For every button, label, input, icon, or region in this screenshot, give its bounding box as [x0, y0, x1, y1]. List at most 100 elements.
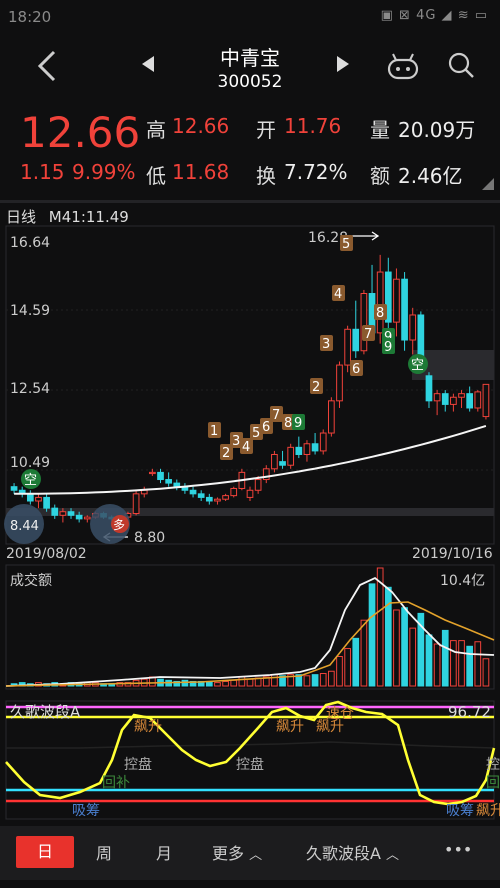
min-price-label: 8.80 [134, 530, 165, 546]
volume-bar [409, 627, 417, 687]
volume-bar [441, 629, 449, 687]
count-marker-text: 9 [384, 330, 392, 345]
max-arrow-head [371, 231, 380, 241]
count-marker-text: 5 [342, 237, 350, 252]
stock-code: 300052 [217, 72, 283, 92]
candle-body [132, 493, 140, 515]
count-marker-bg [282, 414, 295, 430]
candle-body [35, 496, 42, 502]
volume-bar [214, 682, 221, 687]
candle-body [67, 511, 75, 516]
more-options-icon[interactable]: ••• [444, 840, 473, 859]
count-marker-bg [362, 325, 375, 341]
candle-body [360, 293, 368, 352]
candle-body [328, 400, 335, 434]
candle-body [466, 393, 474, 409]
stock-name: 中青宝 [220, 46, 280, 70]
volume-bar [433, 643, 441, 687]
back-icon[interactable] [32, 46, 68, 86]
status-bar: 18:20 ▣ ⊠ 4G ◢ ≋ ▭ [0, 0, 500, 34]
volume-bar [319, 673, 327, 687]
count-marker-text: 1 [210, 424, 218, 439]
volume-bar [295, 674, 303, 687]
count-marker-text: 8 [376, 306, 384, 321]
volume-ma-white [5, 576, 495, 687]
candle-body [376, 271, 384, 334]
robot-assistant-icon[interactable] [386, 52, 420, 82]
volume-bar [393, 609, 400, 687]
volume-bar [450, 640, 457, 687]
status-indicators: ▣ ⊠ 4G ◢ ≋ ▭ [380, 8, 488, 23]
candle-body [205, 496, 213, 502]
count-marker-text: 9 [294, 416, 302, 431]
count-marker-text: 6 [352, 362, 360, 377]
indicator-label: 飙升 [316, 719, 344, 735]
candle-body [393, 278, 400, 323]
candle-body [474, 391, 482, 409]
period-label[interactable]: 日线 [6, 208, 37, 226]
candle-body [59, 511, 67, 516]
candle-body [401, 278, 408, 341]
candle-body [51, 507, 59, 516]
tab-indicator[interactable]: 久歌波段A ︿ [306, 840, 399, 864]
count-marker-bg [208, 422, 221, 438]
candle-body [75, 514, 83, 520]
count-marker-text: 3 [232, 434, 240, 449]
volume-bar [401, 607, 408, 687]
tab-more[interactable]: 更多 ︿ [212, 840, 262, 864]
tab-more-label: 更多 [212, 844, 245, 863]
home-indicator [0, 880, 500, 888]
volume-bar [376, 567, 384, 687]
turnover-value: 7.72% [284, 160, 348, 184]
candle-body [246, 489, 254, 498]
price-panel-frame [5, 225, 495, 545]
candle-body [214, 498, 221, 502]
tab-month[interactable]: 月 [156, 844, 173, 863]
volume-bar [262, 676, 270, 687]
volume-bar [458, 640, 465, 687]
y-tick-label: 10.49 [10, 455, 50, 471]
volume-bar [360, 619, 368, 687]
candle-body [344, 328, 351, 366]
status-time: 18:20 [8, 8, 52, 26]
next-stock-icon[interactable] [335, 54, 351, 74]
candle-body [271, 453, 278, 470]
indicator-label: 吸筹 [446, 802, 474, 819]
candle-body [433, 393, 441, 402]
kong-signal-text: 空 [411, 358, 424, 373]
tab-week[interactable]: 周 [96, 844, 113, 863]
indicator-curve [5, 700, 496, 806]
amount-value: 2.46亿 [398, 164, 463, 188]
indicator-title: 久歌波段A [10, 703, 81, 721]
count-marker-bg [270, 406, 283, 422]
candle-body [26, 493, 34, 502]
volume-bar [222, 680, 229, 687]
indicator-label: 回补 [102, 775, 130, 791]
volume-bar [466, 645, 474, 687]
chart-area[interactable]: 16.64 14.59 12.54 10.49 16.28 8.80 空 空 8… [0, 0, 500, 826]
count-marker-text: 8 [284, 416, 292, 431]
candle-body [336, 364, 343, 402]
search-icon[interactable] [446, 50, 476, 80]
volume-bar [287, 674, 295, 687]
amount-label: 额 [370, 164, 390, 188]
count-marker-text: 9 [384, 340, 392, 355]
indicator-value: 96.72 [448, 703, 491, 721]
expand-corner-icon[interactable] [482, 178, 494, 190]
volume-bar [482, 658, 490, 687]
date-start: 2019/08/02 [6, 546, 87, 562]
previous-stock-icon[interactable] [140, 54, 156, 74]
price-change-percent: 9.99% [72, 160, 136, 184]
y-tick-label: 12.54 [10, 381, 50, 397]
count-marker-bg [260, 418, 273, 434]
bottom-tab-bar: 日 周 月 更多 ︿ 久歌波段A ︿ ••• [0, 826, 500, 880]
candle-body [319, 432, 327, 452]
volume-label: 量 [370, 118, 390, 142]
candle-body [149, 471, 156, 475]
kong-signal-text: 空 [24, 473, 37, 488]
volume-bar [124, 682, 132, 687]
indicator-label: 控盘 [124, 756, 152, 773]
lower-band [6, 508, 494, 516]
tab-day[interactable]: 日 [16, 836, 74, 868]
volume-bar [417, 612, 425, 687]
